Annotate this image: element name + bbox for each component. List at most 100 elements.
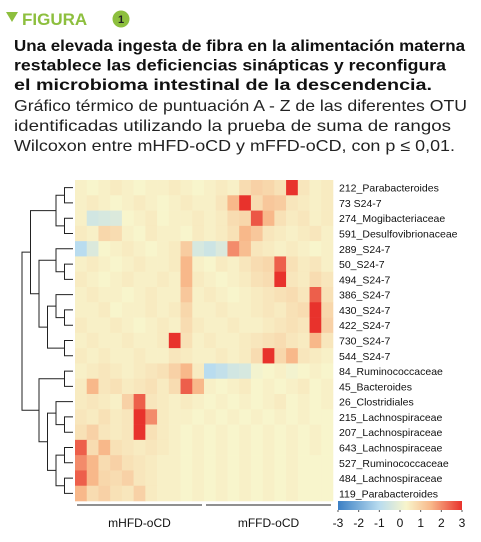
heatmap-cell: [250, 302, 263, 318]
heatmap-cell: [204, 332, 217, 349]
heatmap-cell: [86, 195, 99, 211]
heatmap-cell: [168, 409, 181, 425]
title-line: Una elevada ingesta de fibra en la alime…: [14, 38, 465, 55]
heatmap-cell: [250, 424, 263, 441]
heatmap-cell: [250, 439, 263, 456]
heatmap-cell: [215, 348, 228, 364]
heatmap-cell: [239, 363, 252, 380]
heatmap-cell: [192, 195, 205, 211]
heatmap-cell: [321, 424, 334, 441]
heatmap-cell: [239, 317, 252, 334]
heatmap-cell: [262, 210, 275, 227]
heatmap-cell: [157, 348, 170, 364]
heatmap-cell: [321, 439, 334, 456]
heatmap-cell: [321, 241, 334, 257]
heatmap-cell: [168, 195, 181, 211]
heatmap-cell: [133, 271, 146, 288]
heatmap-cell: [133, 225, 146, 242]
row-label: 84_Ruminococcaceae: [339, 366, 443, 378]
heatmap-cell: [98, 348, 111, 364]
heatmap-cell: [121, 241, 134, 257]
row-label: 386_S24-7: [339, 290, 391, 302]
heatmap-cell: [145, 302, 158, 318]
heatmap-cell: [309, 409, 322, 425]
heatmap-cell: [250, 470, 263, 487]
heatmap-cell: [133, 302, 146, 318]
heatmap-cell: [321, 378, 334, 395]
heatmap-cell: [121, 348, 134, 364]
heatmap-cell: [286, 195, 299, 211]
heatmap-cell: [215, 225, 228, 242]
heatmap-cell: [227, 455, 240, 471]
heatmap-cell: [286, 363, 299, 380]
heatmap-cell: [168, 271, 181, 288]
heatmap-cell: [309, 348, 322, 364]
heatmap-cell: [145, 317, 158, 334]
heatmap-cell: [297, 424, 310, 441]
heatmap-cell: [133, 348, 146, 364]
heatmap-cell: [204, 348, 217, 364]
heatmap-cell: [274, 287, 287, 303]
heatmap-cell: [98, 378, 111, 395]
heatmap-cell: [168, 485, 181, 502]
heatmap-cell: [75, 455, 88, 471]
heatmap-cell: [121, 317, 134, 334]
heatmap-cell: [227, 210, 240, 227]
row-label: 212_Parabacteroides: [339, 183, 439, 195]
heatmap-cell: [121, 332, 134, 349]
heatmap-cell: [180, 195, 193, 211]
heatmap-cell: [98, 317, 111, 334]
heatmap-cell: [227, 225, 240, 242]
heatmap-cell: [262, 256, 275, 273]
colorbar-tick-label: 2: [438, 516, 445, 530]
heatmap-cell: [297, 317, 310, 334]
heatmap-cell: [274, 439, 287, 456]
heatmap-cell: [110, 363, 123, 380]
heatmap-cell: [286, 271, 299, 288]
heatmap-cell: [227, 409, 240, 425]
heatmap-cell: [133, 424, 146, 441]
header-triangle: [6, 12, 18, 22]
heatmap-cell: [227, 394, 240, 410]
heatmap-cell: [321, 455, 334, 471]
colorbar-tick-label: -1: [374, 516, 385, 530]
heatmap-cell: [250, 348, 263, 364]
heatmap-cell: [204, 225, 217, 242]
heatmap-cell: [192, 394, 205, 410]
heatmap-cell: [86, 378, 99, 395]
heatmap-cell: [239, 256, 252, 273]
heatmap-cell: [157, 225, 170, 242]
heatmap-cell: [180, 287, 193, 303]
heatmap-cell: [250, 363, 263, 380]
heatmap-cell: [227, 424, 240, 441]
title-line: restablece las deficiencias sinápticas y…: [14, 58, 446, 75]
heatmap-cell: [274, 363, 287, 380]
heatmap-cell: [121, 424, 134, 441]
heatmap-cell: [192, 332, 205, 349]
heatmap-cell: [180, 470, 193, 487]
heatmap-cell: [180, 302, 193, 318]
heatmap-cell: [204, 302, 217, 318]
heatmap-cell: [297, 348, 310, 364]
heatmap-cell: [239, 470, 252, 487]
heatmap-cell: [168, 455, 181, 471]
heatmap-cell: [250, 409, 263, 425]
heatmap-cell: [168, 241, 181, 257]
heatmap-cell: [75, 470, 88, 487]
heatmap-cell: [250, 378, 263, 395]
heatmap-cell: [145, 210, 158, 227]
heatmap-cell: [321, 195, 334, 211]
heatmap-cell: [274, 256, 287, 273]
row-label: 119_Parabacteroides: [339, 488, 438, 500]
heatmap-cell: [239, 424, 252, 441]
heatmap-cell: [121, 195, 134, 211]
heatmap-cell: [215, 317, 228, 334]
heatmap-cell: [274, 378, 287, 395]
heatmap-cell: [286, 348, 299, 364]
heatmap-cell: [192, 409, 205, 425]
heatmap-cell: [86, 470, 99, 487]
heatmap-cell: [86, 485, 99, 502]
heatmap-cell: [75, 195, 88, 211]
heatmap-cell: [121, 287, 134, 303]
heatmap-cell: [192, 363, 205, 380]
